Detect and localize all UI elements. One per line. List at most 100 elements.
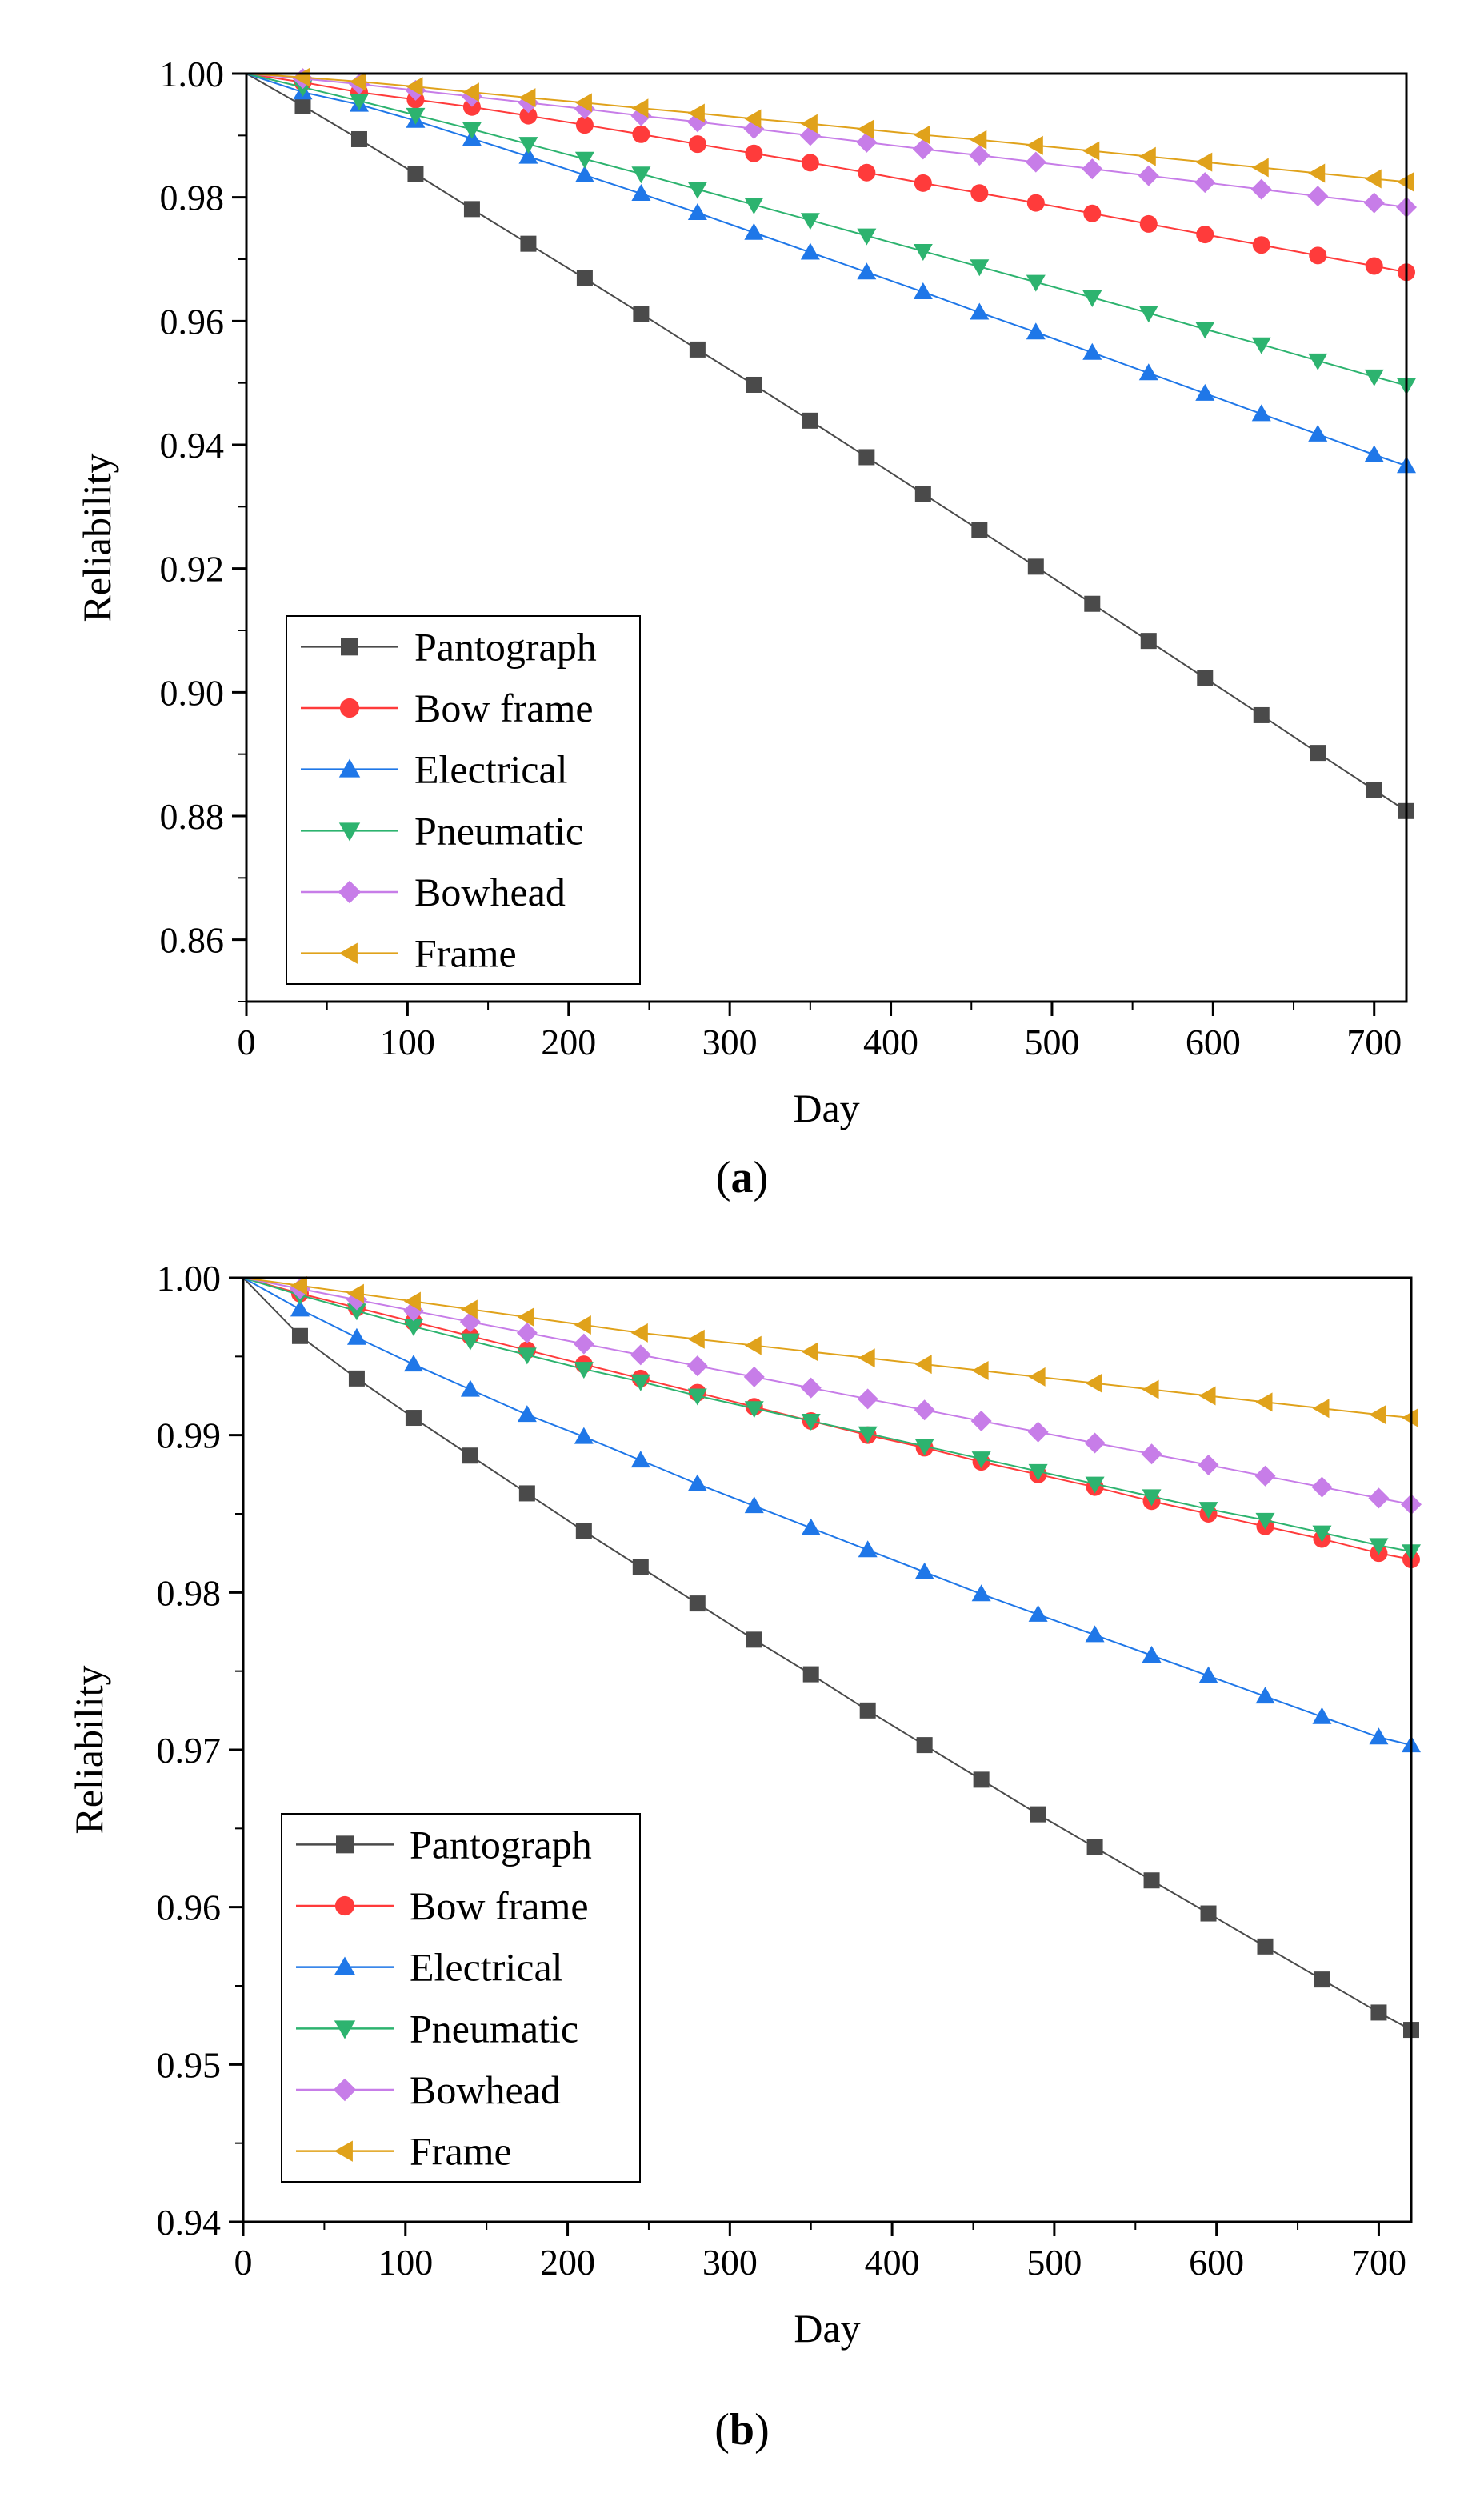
- caption-letter: b: [729, 2405, 755, 2455]
- data-point: [1141, 1443, 1162, 1465]
- data-point: [1198, 1455, 1219, 1476]
- data-point: [462, 122, 482, 139]
- data-point: [1085, 1625, 1105, 1643]
- data-point: [632, 125, 650, 143]
- x-tick-label: 400: [865, 2242, 920, 2283]
- data-point: [746, 376, 762, 393]
- data-point: [1314, 1971, 1330, 1988]
- legend-marker: [339, 698, 360, 718]
- data-point: [1026, 194, 1045, 212]
- data-point: [1251, 158, 1269, 178]
- data-point: [1307, 186, 1329, 207]
- data-point: [1082, 290, 1102, 307]
- data-point: [517, 1405, 537, 1423]
- data-point: [346, 1327, 366, 1345]
- x-tick-label: 600: [1189, 2242, 1244, 2283]
- data-point: [1139, 214, 1158, 233]
- data-point: [1255, 1512, 1275, 1530]
- chart-panel-a: 0 100 200 300 400 500 600 700 0.86 0.88 0.90 0.92 0.…: [0, 0, 1484, 1252]
- data-point: [574, 151, 594, 169]
- series-electrical: [242, 1277, 1421, 1753]
- series-group: [242, 1275, 1422, 2039]
- series-pantograph: [242, 1277, 1419, 2039]
- data-point: [1143, 1872, 1160, 1889]
- data-point: [346, 1289, 367, 1311]
- data-point: [801, 1413, 821, 1431]
- legend-label: Pantograph: [410, 1822, 592, 1867]
- data-point: [1363, 192, 1385, 214]
- data-point: [746, 1631, 762, 1648]
- legend: Pantograph Bow frame Electrical Pneumatic Bo…: [286, 615, 641, 985]
- x-tick-label: 0: [234, 2242, 253, 2283]
- data-point: [1200, 1905, 1217, 1922]
- data-point: [859, 1702, 876, 1719]
- data-point: [574, 1427, 594, 1444]
- series-pneumatic: [246, 73, 1416, 395]
- data-point: [573, 1333, 594, 1355]
- data-point: [744, 1401, 764, 1419]
- data-point: [1196, 226, 1214, 244]
- data-point: [916, 1737, 933, 1754]
- legend-entry: Bow frame: [301, 686, 594, 730]
- data-point: [405, 1410, 422, 1427]
- series-line: [246, 73, 1407, 467]
- series-frame: [242, 1275, 1418, 1428]
- data-point: [1082, 141, 1100, 161]
- data-point: [801, 1518, 821, 1535]
- x-tick-label: 200: [541, 1022, 596, 1062]
- data-point: [349, 94, 369, 111]
- data-point: [913, 282, 933, 299]
- data-point: [1082, 158, 1103, 180]
- data-point: [687, 1474, 707, 1491]
- x-tick-label: 100: [380, 1022, 435, 1062]
- y-axis: 0.94 0.95 0.96 0.97 0.98 0.99 1.00: [157, 1258, 243, 2243]
- data-point: [1138, 165, 1159, 186]
- caption-letter: a: [730, 1153, 754, 1202]
- data-point: [1026, 274, 1046, 292]
- chart-panel-b: 0 100 200 300 400 500 600 700 0.94 0.95 0.96 0.97 0.…: [0, 1252, 1484, 2505]
- data-point: [1028, 1367, 1046, 1387]
- series-line: [246, 73, 1407, 183]
- legend-entry: Electrical: [301, 747, 568, 792]
- legend-label: Frame: [414, 931, 517, 976]
- data-point: [1142, 1646, 1162, 1663]
- data-point: [518, 88, 536, 108]
- x-tick-label: 200: [540, 2242, 595, 2283]
- data-point: [1364, 369, 1384, 386]
- data-point: [800, 114, 818, 134]
- legend-label: Pneumatic: [414, 808, 583, 853]
- data-point: [348, 1370, 365, 1387]
- legend-label: Bow frame: [414, 686, 594, 730]
- data-point: [1254, 1465, 1276, 1487]
- x-axis: 0 100 200 300 400 500 600 700: [234, 2222, 1406, 2283]
- legend-entry: Frame: [296, 2129, 512, 2174]
- data-point: [1369, 1538, 1389, 1555]
- data-point: [1026, 135, 1043, 155]
- data-point: [290, 1299, 310, 1317]
- data-point: [1311, 1476, 1333, 1498]
- data-point: [518, 1485, 535, 1502]
- data-point: [1198, 1666, 1218, 1683]
- data-point: [516, 1322, 538, 1343]
- data-point: [1028, 1604, 1048, 1622]
- x-tick-label: 600: [1186, 1022, 1241, 1062]
- data-point: [1195, 322, 1215, 339]
- legend-marker: [336, 1835, 354, 1854]
- data-point: [1369, 1405, 1386, 1425]
- legend-box: [281, 1813, 641, 2183]
- data-point: [744, 1335, 762, 1355]
- data-point: [1027, 1421, 1049, 1443]
- data-point: [1366, 782, 1382, 798]
- data-point: [689, 341, 706, 358]
- data-point: [1252, 236, 1270, 254]
- data-point: [858, 163, 876, 182]
- legend-marker: [333, 2078, 357, 2102]
- data-point: [744, 1496, 764, 1514]
- series-line: [246, 73, 1407, 386]
- x-axis-label: Day: [793, 1086, 859, 1130]
- y-tick-label: 0.94: [157, 2202, 222, 2243]
- reliability-chart-a: 0 100 200 300 400 500 600 7000.860.880.900.920.…: [74, 54, 1417, 1130]
- data-point: [689, 1595, 706, 1612]
- data-point: [687, 1388, 707, 1406]
- data-point: [1084, 1432, 1106, 1454]
